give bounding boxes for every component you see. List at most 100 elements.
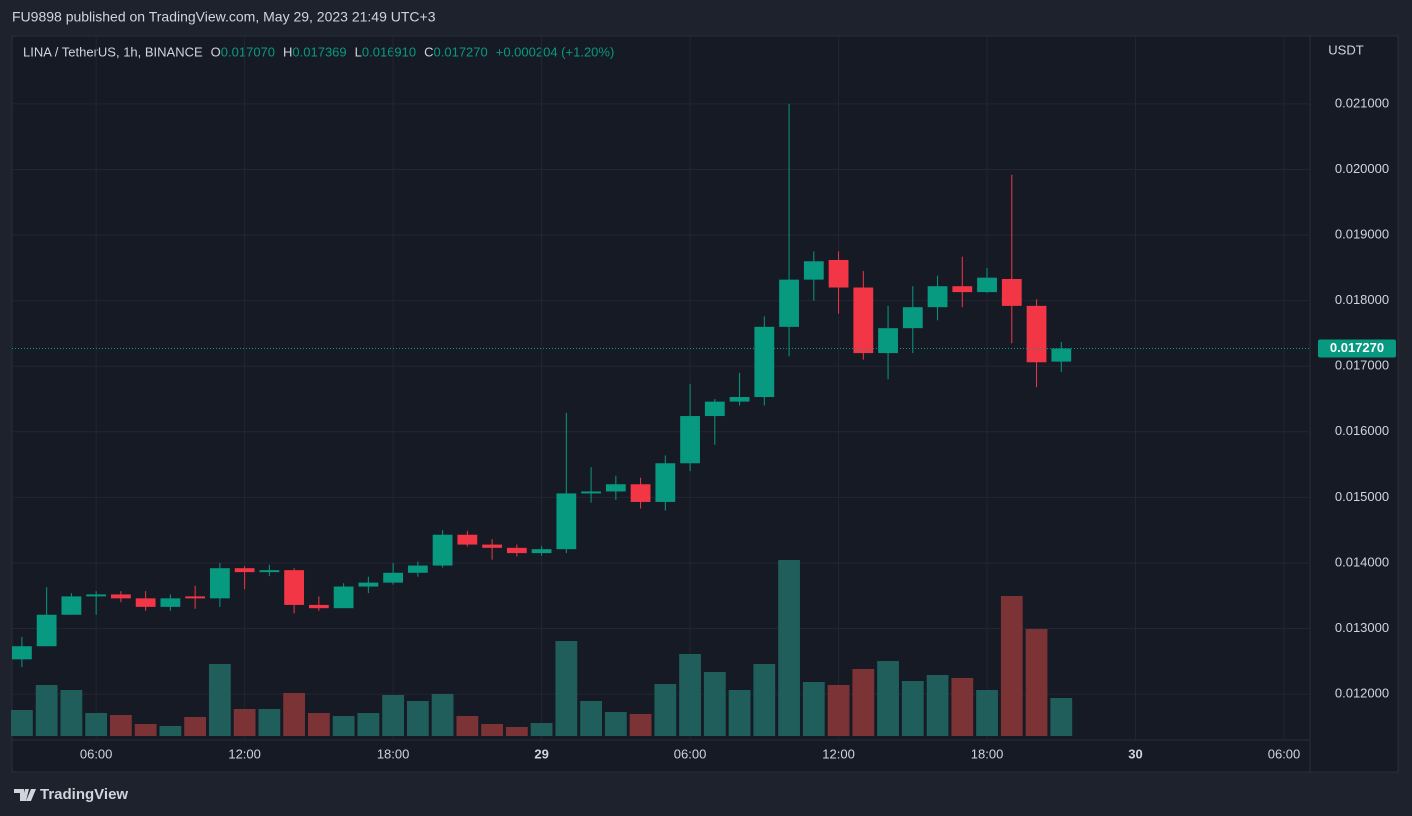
y-tick-label: 0.016000 (1335, 423, 1389, 438)
candle-body (1001, 278, 1022, 306)
volume-bar (159, 726, 182, 736)
candle-body (1026, 305, 1047, 363)
candle-body (680, 416, 700, 464)
volume-bar (35, 685, 58, 736)
candle-body (927, 286, 948, 308)
volume-bar (951, 678, 974, 736)
candle-body (110, 594, 131, 599)
header-change: +0.000204 (+1.20%) (496, 44, 615, 59)
volume-bar (802, 682, 825, 736)
last-price-label: 0.017270 (1330, 340, 1384, 355)
x-tick-label: 30 (1128, 746, 1142, 761)
x-tick-label: 18:00 (377, 746, 410, 761)
candle-body (853, 287, 874, 354)
candle-body (12, 646, 32, 660)
candle-body (605, 484, 626, 492)
volume-bar (604, 712, 627, 736)
volume-bar (382, 695, 405, 736)
candle-body (308, 604, 329, 609)
candle-body (704, 401, 725, 417)
y-tick-label: 0.018000 (1335, 292, 1389, 307)
candle-body (432, 534, 453, 566)
volume-bar (85, 713, 108, 736)
candle-body (506, 547, 527, 554)
candle-body (36, 614, 57, 647)
volume-bar (357, 713, 380, 736)
candle-body (234, 568, 255, 573)
header-h: 0.017369 (292, 44, 346, 59)
volume-bar (283, 693, 306, 736)
candle-body (952, 286, 973, 293)
volume-bar (827, 685, 850, 736)
x-tick-label: 18:00 (971, 746, 1004, 761)
x-tick-label: 12:00 (228, 746, 261, 761)
header-symbol: LINA / TetherUS, 1h, BINANCE (23, 44, 203, 59)
volume-bar (629, 714, 652, 736)
candle-body (729, 397, 750, 402)
axis-unit: USDT (1328, 42, 1363, 57)
volume-bar (307, 713, 330, 736)
volume-bar (852, 669, 875, 736)
volume-bar (654, 684, 677, 736)
header-h-label: H (283, 44, 292, 59)
volume-bar (703, 672, 726, 736)
candle-body (209, 568, 230, 599)
legend-header: LINA / TetherUS, 1h, BINANCE O 0.017070 H 0.… (23, 44, 614, 59)
volume-bar (728, 690, 751, 736)
volume-bar (332, 716, 355, 736)
candle-body (531, 549, 552, 554)
volume-bar (1050, 698, 1073, 736)
candle-body (457, 534, 478, 545)
volume-bar (530, 723, 553, 736)
volume-bar (679, 654, 701, 736)
candle-body (655, 463, 676, 502)
y-tick-label: 0.015000 (1335, 489, 1389, 504)
x-tick-label: 12:00 (822, 746, 855, 761)
candle-body (828, 259, 849, 288)
candle-body (61, 596, 82, 615)
header-o: 0.017070 (221, 44, 275, 59)
candle-body (581, 491, 601, 494)
x-tick-label: 06:00 (80, 746, 113, 761)
volume-bar (456, 716, 479, 736)
y-tick-label: 0.014000 (1335, 554, 1389, 569)
volume-bar (481, 724, 503, 736)
candle-body (185, 596, 206, 599)
x-tick-label: 29 (534, 746, 548, 761)
brand: TradingView (40, 786, 128, 803)
header-c-label: C (424, 44, 433, 59)
volume-bar (1025, 629, 1048, 736)
candle-body (358, 582, 379, 587)
volume-bar (1000, 596, 1023, 736)
volume-bar (60, 690, 83, 736)
volume-bar (109, 715, 132, 736)
candle-body (482, 544, 502, 548)
volume-bar (976, 690, 998, 736)
candle-body (779, 279, 799, 327)
candle-body (754, 326, 775, 398)
candle-body (977, 277, 997, 293)
volume-bar (258, 709, 281, 736)
header-o-label: O (211, 44, 221, 59)
candle-body (1051, 348, 1072, 362)
volume-bar (555, 641, 578, 736)
header-l-label: L (355, 44, 362, 59)
x-tick-label: 06:00 (1268, 746, 1301, 761)
candle-body (160, 598, 181, 607)
candle-body (284, 570, 305, 605)
volume-bar (580, 701, 602, 736)
y-tick-label: 0.017000 (1335, 358, 1389, 373)
volume-bar (406, 701, 429, 736)
y-tick-label: 0.021000 (1335, 95, 1389, 110)
y-tick-label: 0.019000 (1335, 226, 1389, 241)
candle-body (902, 307, 923, 329)
volume-bar (184, 717, 207, 736)
last-price-badge (1318, 339, 1396, 358)
candle-body (259, 570, 280, 573)
candle-body (556, 493, 577, 550)
volume-bar (901, 681, 924, 736)
plot: 0.012000 0.013000 0.014000 0.015000 0.016000… (11, 37, 1396, 761)
volume-bar (11, 710, 33, 736)
volume-bar (926, 675, 949, 736)
volume-bar (778, 560, 800, 736)
